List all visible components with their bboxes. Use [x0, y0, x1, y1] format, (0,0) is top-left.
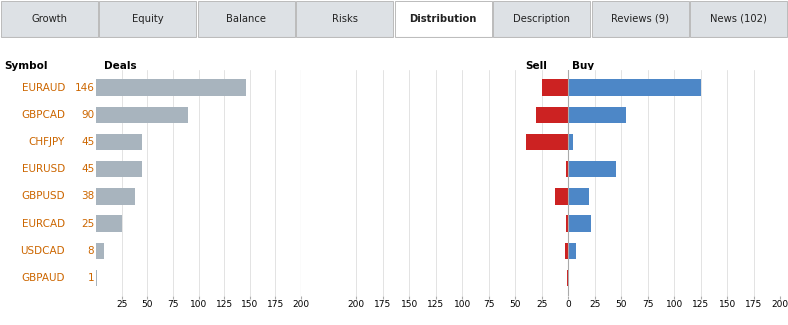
Text: 1: 1 — [87, 273, 95, 283]
Text: Description: Description — [513, 14, 571, 24]
Text: Growth: Growth — [32, 14, 67, 24]
Bar — [566, 215, 568, 232]
Text: Reviews (9): Reviews (9) — [611, 14, 669, 24]
Bar — [568, 134, 574, 150]
Text: News (102): News (102) — [710, 14, 768, 24]
Text: 45: 45 — [81, 164, 95, 174]
Text: Equity: Equity — [132, 14, 164, 24]
Text: CHFJPY: CHFJPY — [29, 137, 65, 147]
Bar — [96, 161, 142, 177]
Text: Sell: Sell — [525, 61, 547, 71]
Text: Balance: Balance — [226, 14, 266, 24]
Text: Symbol: Symbol — [4, 61, 47, 71]
Bar — [96, 134, 142, 150]
FancyBboxPatch shape — [296, 1, 393, 37]
Text: Distribution: Distribution — [410, 14, 477, 24]
Text: 146: 146 — [74, 83, 95, 93]
Text: 8: 8 — [87, 246, 95, 256]
FancyBboxPatch shape — [198, 1, 295, 37]
Bar — [568, 161, 616, 177]
Text: 25: 25 — [81, 219, 95, 228]
FancyBboxPatch shape — [99, 1, 196, 37]
FancyBboxPatch shape — [1, 1, 98, 37]
Bar — [96, 270, 97, 286]
Text: USDCAD: USDCAD — [20, 246, 65, 256]
Text: GBPAUD: GBPAUD — [21, 273, 65, 283]
Bar — [96, 243, 104, 259]
FancyBboxPatch shape — [690, 1, 787, 37]
Text: Buy: Buy — [572, 61, 594, 71]
Bar — [565, 243, 568, 259]
Text: 45: 45 — [81, 137, 95, 147]
Bar — [568, 188, 589, 204]
FancyBboxPatch shape — [592, 1, 689, 37]
Bar — [96, 79, 246, 96]
Bar — [568, 243, 575, 259]
Bar — [556, 188, 568, 204]
Bar — [96, 188, 135, 204]
Bar — [526, 134, 568, 150]
Text: 38: 38 — [81, 191, 95, 202]
Text: 90: 90 — [81, 110, 95, 120]
Text: Risks: Risks — [332, 14, 358, 24]
Bar — [568, 107, 626, 123]
FancyBboxPatch shape — [493, 1, 590, 37]
Text: EURCAD: EURCAD — [22, 219, 65, 228]
Bar — [568, 79, 701, 96]
Text: GBPUSD: GBPUSD — [21, 191, 65, 202]
Text: Deals: Deals — [104, 61, 136, 71]
Text: EURAUD: EURAUD — [22, 83, 65, 93]
Text: EURUSD: EURUSD — [22, 164, 65, 174]
Bar — [96, 107, 188, 123]
Bar — [96, 215, 121, 232]
FancyBboxPatch shape — [395, 1, 492, 37]
Bar — [566, 161, 568, 177]
Bar — [567, 270, 568, 286]
Bar — [568, 215, 592, 232]
Text: GBPCAD: GBPCAD — [21, 110, 65, 120]
Bar — [537, 107, 568, 123]
Bar — [541, 79, 568, 96]
